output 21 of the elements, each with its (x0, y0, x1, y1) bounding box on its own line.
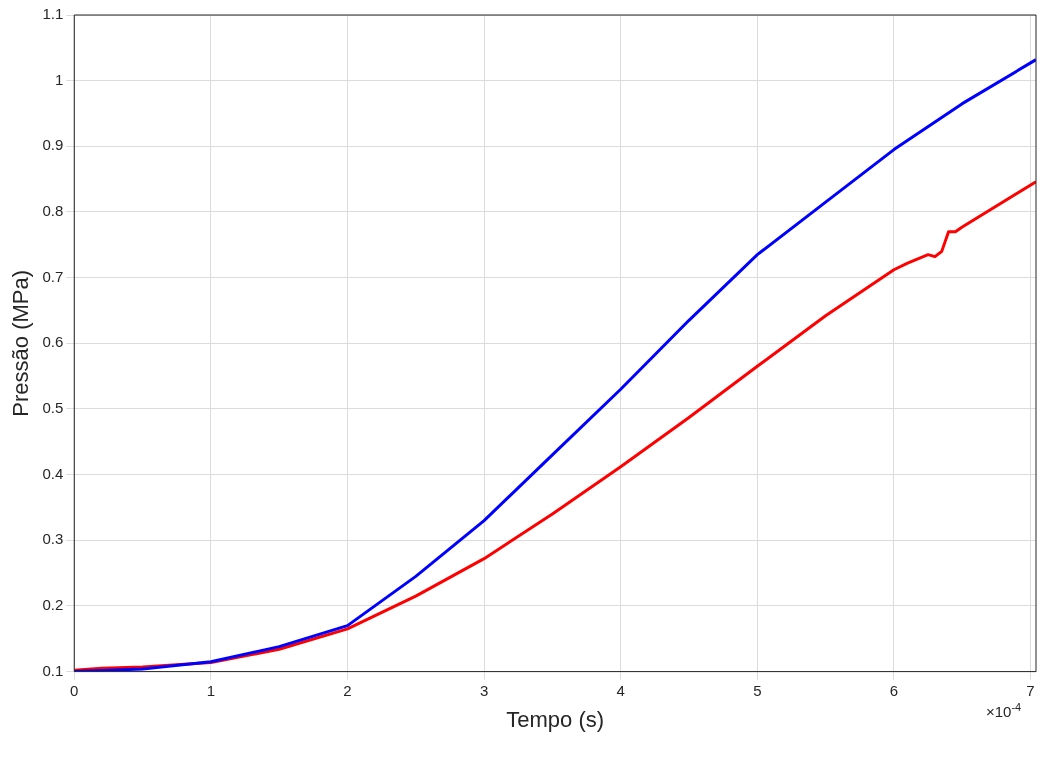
y-tick-label: 1.1 (42, 5, 64, 23)
x-tick-label: 6 (889, 681, 899, 699)
y-tick-label: 1 (54, 70, 64, 88)
x-tick-label: 0 (70, 681, 79, 699)
y-tick-label: 0.1 (42, 661, 64, 679)
y-tick-label: 0.8 (42, 202, 64, 220)
y-tick-label: 0.5 (42, 399, 64, 417)
x-tick-label: 2 (343, 681, 352, 699)
y-tick-label: 0.2 (42, 596, 64, 614)
x-axis-title: Tempo (s) (506, 706, 605, 732)
y-tick-label: 0.7 (42, 267, 64, 285)
x-tick-label: 7 (1026, 681, 1035, 699)
y-tick-label: 0.6 (42, 333, 64, 351)
y-tick-label: 0.4 (42, 464, 64, 482)
x-tick-label: 5 (753, 681, 762, 699)
y-tick-label: 0.9 (42, 136, 64, 154)
x-tick-label: 3 (479, 681, 489, 699)
y-axis-title: Pressão (MPa) (8, 269, 34, 417)
x-tick-label: 1 (206, 681, 216, 699)
x-tick-label: 4 (616, 681, 625, 699)
y-tick-label: 0.3 (42, 530, 64, 548)
